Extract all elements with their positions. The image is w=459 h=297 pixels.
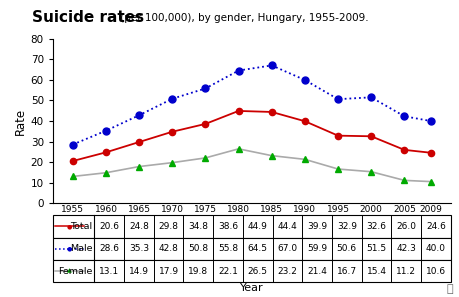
Text: 38.6: 38.6 <box>218 222 238 231</box>
Text: 16.7: 16.7 <box>336 266 356 276</box>
Text: 1995: 1995 <box>326 205 349 214</box>
Text: 1990: 1990 <box>293 205 316 214</box>
Text: 22.1: 22.1 <box>218 266 237 276</box>
Y-axis label: Rate: Rate <box>14 108 27 135</box>
Text: 42.3: 42.3 <box>396 244 415 253</box>
Text: 35.3: 35.3 <box>129 244 149 253</box>
Text: 2005: 2005 <box>392 205 415 214</box>
Text: 1975: 1975 <box>194 205 217 214</box>
Text: 1980: 1980 <box>227 205 250 214</box>
Text: (per 100,000), by gender, Hungary, 1955-2009.: (per 100,000), by gender, Hungary, 1955-… <box>117 13 368 23</box>
Text: 64.5: 64.5 <box>247 244 267 253</box>
Text: 14.9: 14.9 <box>129 266 149 276</box>
Text: 67.0: 67.0 <box>277 244 297 253</box>
Text: ●: ● <box>67 246 72 251</box>
Text: ●: ● <box>67 224 72 229</box>
Text: 50.8: 50.8 <box>188 244 208 253</box>
Text: Total: Total <box>70 222 92 231</box>
Text: 23.2: 23.2 <box>277 266 297 276</box>
Text: Ⓖ: Ⓖ <box>446 284 452 294</box>
Text: 1985: 1985 <box>260 205 283 214</box>
Text: 40.0: 40.0 <box>425 244 445 253</box>
Text: 50.6: 50.6 <box>336 244 356 253</box>
Text: 2009: 2009 <box>419 205 442 214</box>
Text: 20.6: 20.6 <box>99 222 119 231</box>
Text: 24.6: 24.6 <box>425 222 445 231</box>
Text: 2000: 2000 <box>359 205 382 214</box>
Text: 44.9: 44.9 <box>247 222 267 231</box>
Text: 32.6: 32.6 <box>366 222 386 231</box>
Text: Suicide rates: Suicide rates <box>32 10 144 25</box>
Text: Female: Female <box>58 266 92 276</box>
Text: 11.2: 11.2 <box>395 266 415 276</box>
Text: 19.8: 19.8 <box>188 266 208 276</box>
Text: 1970: 1970 <box>160 205 183 214</box>
Text: 24.8: 24.8 <box>129 222 148 231</box>
Text: Male: Male <box>70 244 92 253</box>
Text: 1955: 1955 <box>61 205 84 214</box>
Text: 29.8: 29.8 <box>158 222 178 231</box>
Text: 28.6: 28.6 <box>99 244 119 253</box>
Text: 1960: 1960 <box>94 205 117 214</box>
Text: 10.6: 10.6 <box>425 266 445 276</box>
Text: 59.9: 59.9 <box>307 244 326 253</box>
Text: 34.8: 34.8 <box>188 222 208 231</box>
Text: 15.4: 15.4 <box>366 266 386 276</box>
Text: 55.8: 55.8 <box>218 244 238 253</box>
Text: 17.9: 17.9 <box>158 266 178 276</box>
Text: 1965: 1965 <box>127 205 150 214</box>
Text: 39.9: 39.9 <box>307 222 326 231</box>
Text: 21.4: 21.4 <box>307 266 326 276</box>
Text: 26.5: 26.5 <box>247 266 267 276</box>
Text: 42.8: 42.8 <box>158 244 178 253</box>
Text: 13.1: 13.1 <box>99 266 119 276</box>
Text: ▲: ▲ <box>67 268 72 274</box>
Text: 26.0: 26.0 <box>395 222 415 231</box>
Text: 51.5: 51.5 <box>366 244 386 253</box>
Text: 32.9: 32.9 <box>336 222 356 231</box>
Text: 44.4: 44.4 <box>277 222 297 231</box>
Text: Year: Year <box>240 282 263 293</box>
